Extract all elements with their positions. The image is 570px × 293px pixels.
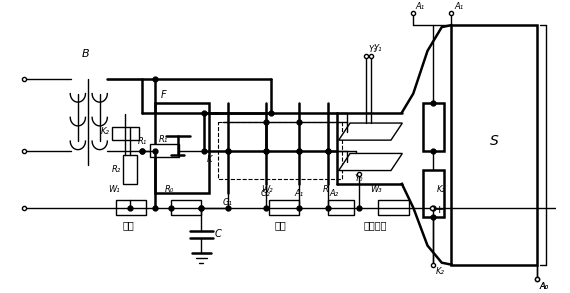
Bar [124,155,137,184]
Bar [269,200,299,215]
Bar [218,122,342,179]
Text: R₁: R₁ [158,135,168,144]
Text: A₀: A₀ [540,282,549,291]
Text: W₂: W₂ [261,185,273,194]
Text: R₂: R₂ [111,165,121,174]
Bar [171,200,201,215]
Bar [451,25,537,265]
Text: K₂: K₂ [100,127,109,136]
Text: Y₁: Y₁ [369,45,377,54]
Bar [378,200,409,215]
Polygon shape [339,154,402,171]
Text: R: R [323,185,329,194]
Text: R₀: R₀ [165,185,174,194]
Text: C: C [215,229,221,239]
Text: 聚焦: 聚焦 [274,220,286,230]
Text: G₂: G₂ [261,189,271,197]
Text: R₁: R₁ [138,137,147,146]
Text: A₁: A₁ [454,2,463,11]
Text: A₁: A₁ [295,189,304,197]
Bar [116,200,146,215]
Text: W₃: W₃ [370,185,382,194]
Text: S: S [490,134,498,148]
Bar [155,103,209,193]
Text: Y₀: Y₀ [355,174,363,183]
Text: K₂: K₂ [437,185,446,194]
Text: W₁: W₁ [108,185,120,194]
Text: A₀: A₀ [540,282,549,291]
Text: F: F [161,90,166,100]
Text: G₁: G₁ [223,198,233,207]
Text: +: + [435,205,445,214]
Text: 亮度: 亮度 [123,220,134,230]
Text: 辅助聚焦: 辅助聚焦 [364,220,387,230]
Polygon shape [339,123,402,140]
Text: B: B [82,49,89,59]
Text: A₂: A₂ [329,189,339,197]
Text: K: K [207,155,213,164]
Bar [423,103,443,151]
Bar [150,144,178,157]
Text: A₁: A₁ [415,2,424,11]
Bar [423,170,443,217]
Bar [328,200,355,215]
Text: Y₁: Y₁ [373,44,382,53]
Text: K₂: K₂ [436,267,445,275]
Bar [112,127,139,140]
